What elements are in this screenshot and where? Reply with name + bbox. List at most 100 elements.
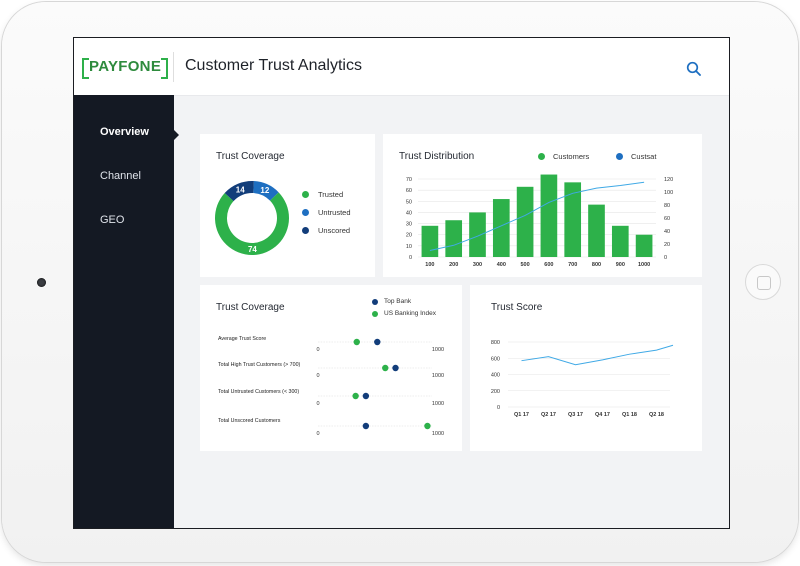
trust-distribution-card: Trust Distribution Customers Custsat 0 10… — [383, 134, 702, 277]
x-tick-label: 100 — [425, 262, 434, 268]
legend-untrusted: Untrusted — [318, 208, 351, 217]
bar-customers — [469, 212, 486, 257]
donut-label-untrusted: 12 — [260, 186, 269, 195]
bar-customers — [516, 186, 534, 257]
point-us-banking-index — [424, 422, 431, 430]
x-tick-label: Q1 17 — [514, 412, 529, 418]
x-tick-label: 500 — [521, 262, 530, 268]
y-tick-label: 800 — [491, 340, 500, 346]
x-tick-label: 800 — [592, 262, 601, 268]
y-tick-label: 0 — [409, 255, 412, 261]
legend-custsat-dot — [616, 153, 623, 160]
legend-customers-dot — [538, 153, 545, 160]
scale-max-label: 1000 — [432, 401, 444, 407]
legend-us-banking-index: US Banking Index — [384, 310, 437, 317]
x-tick-label: Q1 18 — [622, 412, 637, 418]
y-tick-label: 60 — [406, 188, 412, 194]
donut-label-trusted: 74 — [248, 245, 257, 254]
row-label-untrusted: Total Untrusted Customers (< 300) — [218, 389, 300, 395]
app-header: PAYFONE Customer Trust Analytics — [74, 38, 729, 96]
donut-slice-untrusted — [253, 181, 279, 201]
scale-min-label: 0 — [316, 401, 319, 407]
legend-untrusted-dot — [302, 209, 309, 216]
header-divider — [173, 52, 174, 82]
sidebar: Overview Channel GEO — [74, 95, 174, 528]
scale-min-label: 0 — [316, 373, 319, 379]
y-tick-label: 40 — [406, 210, 412, 216]
x-tick-label: 300 — [473, 262, 482, 268]
x-tick-label: 900 — [616, 262, 625, 268]
y-tick-label: 200 — [491, 389, 500, 395]
y2-tick-label: 60 — [664, 216, 670, 222]
point-us-banking-index — [352, 392, 359, 400]
legend-trusted-dot — [302, 191, 309, 198]
trust-distribution-title: Trust Distribution — [399, 151, 475, 162]
y-tick-label: 50 — [406, 199, 412, 205]
y2-tick-label: 100 — [664, 190, 673, 196]
trust-coverage-dot-plot: 0 1000 0 1000 0 1000 0 1000 — [316, 338, 444, 437]
bar-customers — [588, 204, 605, 257]
line-custsat — [429, 181, 645, 251]
row-label-average-trust-score: Average Trust Score — [218, 336, 267, 342]
y-tick-label: 0 — [497, 405, 500, 411]
home-button[interactable] — [745, 264, 781, 300]
y-tick-label: 30 — [406, 222, 412, 228]
y2-tick-label: 0 — [664, 255, 667, 261]
point-us-banking-index — [353, 338, 360, 346]
y2-tick-label: 20 — [664, 242, 670, 248]
sidebar-item-channel[interactable]: Channel — [100, 170, 141, 182]
donut-label-unscored: 14 — [236, 185, 245, 194]
page-title: Customer Trust Analytics — [185, 57, 362, 74]
x-tick-label: 1000 — [638, 262, 650, 268]
bar-customers — [492, 199, 510, 257]
point-top-bank — [362, 422, 370, 430]
legend-unscored-dot — [302, 227, 309, 234]
x-tick-label: Q3 17 — [568, 412, 583, 418]
y-tick-label: 70 — [406, 177, 412, 183]
app-screen: PAYFONE Customer Trust Analytics Overvie… — [74, 38, 729, 528]
trust-score-chart: 0 200 400 600 800 Q1 17 Q2 17 Q3 17 Q4 17 Q1 18 Q2… — [491, 340, 674, 418]
trust-score-card: Trust Score 0 200 400 600 800 Q1 17 Q2 17 Q3 17… — [470, 285, 702, 451]
bar-customers — [635, 234, 653, 257]
trust-coverage-card: Trust Coverage 12 74 14 Trusted Untrusted … — [200, 134, 375, 277]
legend-customers: Customers — [553, 152, 590, 161]
point-top-bank — [374, 338, 381, 346]
trust-score-title: Trust Score — [491, 302, 543, 313]
point-top-bank — [362, 392, 370, 400]
search-icon[interactable] — [685, 60, 703, 78]
y-tick-label: 10 — [406, 244, 412, 250]
line-trust-score — [521, 344, 674, 366]
y-tick-label: 600 — [491, 356, 500, 362]
bar-customers — [564, 182, 582, 257]
x-tick-label: 700 — [568, 262, 577, 268]
y2-tick-label: 40 — [664, 229, 670, 235]
bar-customers — [540, 174, 558, 257]
camera-icon — [37, 278, 46, 287]
trust-coverage-benchmark-title: Trust Coverage — [216, 302, 285, 313]
legend-unscored: Unscored — [318, 226, 351, 235]
bar-customers — [611, 225, 629, 257]
x-tick-label: Q2 17 — [541, 412, 556, 418]
trust-coverage-title: Trust Coverage — [216, 151, 285, 162]
donut-slice-trusted — [215, 192, 289, 255]
scale-max-label: 1000 — [432, 347, 444, 353]
point-us-banking-index — [382, 364, 389, 372]
scale-min-label: 0 — [316, 431, 319, 437]
legend-trusted: Trusted — [318, 190, 344, 199]
y-tick-label: 400 — [491, 373, 500, 379]
x-tick-label: Q2 18 — [649, 412, 664, 418]
scale-max-label: 1000 — [432, 431, 444, 437]
legend-custsat: Custsat — [631, 152, 657, 161]
active-nav-indicator — [174, 130, 179, 140]
x-tick-label: 600 — [544, 262, 553, 268]
trust-coverage-benchmark-card: Trust Coverage Top Bank US Banking Index… — [200, 285, 462, 451]
sidebar-item-geo[interactable]: GEO — [100, 214, 125, 226]
y-tick-label: 20 — [406, 233, 412, 239]
row-label-unscored: Total Unscored Customers — [218, 418, 281, 424]
scale-max-label: 1000 — [432, 373, 444, 379]
legend-top-bank: Top Bank — [384, 298, 412, 305]
sidebar-item-overview[interactable]: Overview — [100, 126, 149, 138]
trust-coverage-donut: 12 74 14 — [215, 181, 289, 255]
